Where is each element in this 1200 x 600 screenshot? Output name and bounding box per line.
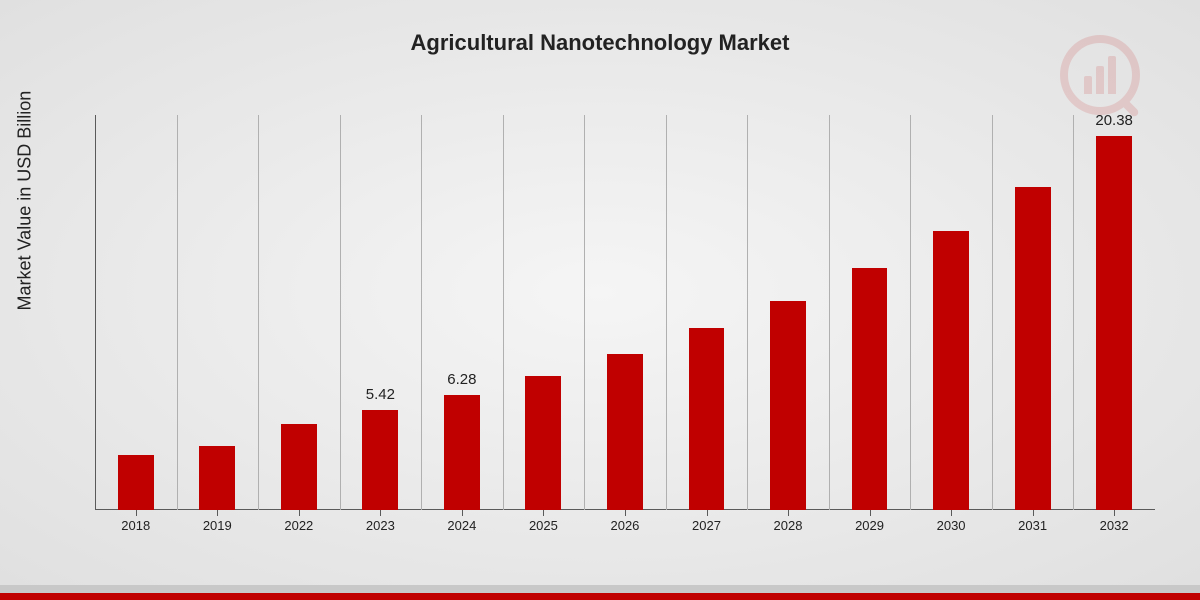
x-label: 2018 [95,518,177,533]
chart-title: Agricultural Nanotechnology Market [0,0,1200,56]
bar-2025 [525,376,561,510]
x-label: 2030 [910,518,992,533]
footer-red-strip [0,593,1200,600]
chart-container: Agricultural Nanotechnology Market Marke… [0,0,1200,585]
x-tick [136,510,137,516]
x-label: 2019 [177,518,259,533]
watermark-logo [1060,35,1140,115]
footer-bar [0,585,1200,600]
x-label: 2024 [421,518,503,533]
bar-slot [747,115,829,510]
x-label: 2031 [992,518,1074,533]
x-tick [788,510,789,516]
x-tick [462,510,463,516]
bar-2032: 20.38 [1096,136,1132,510]
bar-2022 [281,424,317,510]
x-tick [217,510,218,516]
bar-2027 [689,328,725,510]
bar-slot [177,115,259,510]
plot-area: 5.42 6.28 20.38 [95,115,1155,510]
bar-slot [666,115,748,510]
x-tick [299,510,300,516]
bar-slot: 6.28 [421,115,503,510]
x-label: 2028 [747,518,829,533]
bar-slot [829,115,911,510]
bar-2029 [852,268,888,511]
x-label: 2022 [258,518,340,533]
bar-2031 [1015,187,1051,510]
y-axis-label: Market Value in USD Billion [15,91,36,311]
x-tick [707,510,708,516]
bar-2019 [199,446,235,510]
bar-2026 [607,354,643,510]
bar-slot: 5.42 [340,115,422,510]
x-label: 2023 [340,518,422,533]
bar-2028 [770,301,806,510]
bar-slot [910,115,992,510]
x-label: 2025 [503,518,585,533]
x-label: 2026 [584,518,666,533]
bar-value-label: 6.28 [447,371,476,388]
bar-slot [503,115,585,510]
bar-2023: 5.42 [362,410,398,510]
bar-slot [584,115,666,510]
x-label: 2032 [1073,518,1155,533]
bar-2030 [933,231,969,510]
x-tick [1033,510,1034,516]
x-label: 2029 [829,518,911,533]
x-tick [625,510,626,516]
bar-slot: 20.38 [1073,115,1155,510]
bar-value-label: 5.42 [366,386,395,403]
x-label: 2027 [666,518,748,533]
x-tick [1114,510,1115,516]
x-tick [870,510,871,516]
bar-2024: 6.28 [444,395,480,510]
x-tick [543,510,544,516]
bars-group: 5.42 6.28 20.38 [95,115,1155,510]
bar-2018 [118,455,154,510]
bar-slot [992,115,1074,510]
footer-grey-strip [0,585,1200,593]
bar-value-label: 20.38 [1095,112,1133,129]
x-axis-labels: 2018201920222023202420252026202720282029… [95,518,1155,533]
bar-slot [95,115,177,510]
x-tick [380,510,381,516]
x-tick [951,510,952,516]
bar-slot [258,115,340,510]
